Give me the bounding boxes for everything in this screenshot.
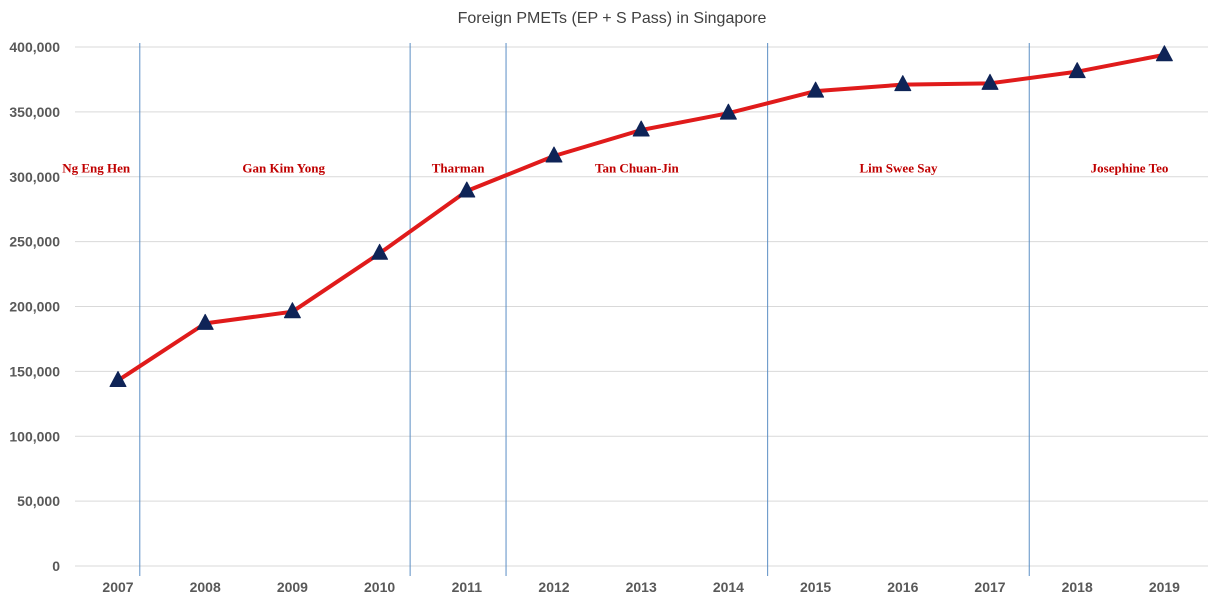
data-point-marker bbox=[109, 370, 127, 387]
y-tick-label: 100,000 bbox=[9, 428, 60, 444]
minister-label: Josephine Teo bbox=[1091, 161, 1169, 176]
data-point-marker bbox=[981, 73, 999, 90]
data-point-marker bbox=[458, 181, 476, 198]
data-point-marker bbox=[545, 146, 563, 163]
x-tick-label: 2015 bbox=[800, 579, 831, 595]
x-tick-label: 2018 bbox=[1062, 579, 1093, 595]
period-dividers bbox=[139, 43, 1030, 576]
x-tick-label: 2010 bbox=[364, 579, 395, 595]
y-tick-label: 300,000 bbox=[9, 169, 60, 185]
minister-annotations: Ng Eng Hen Gan Kim Yong Tharman Tan Chuan-J… bbox=[62, 161, 1168, 176]
x-tick-label: 2011 bbox=[452, 579, 483, 595]
data-point-marker bbox=[1068, 62, 1086, 79]
x-tick-label: 2013 bbox=[626, 579, 657, 595]
data-point-marker bbox=[632, 120, 650, 137]
minister-label: Tharman bbox=[432, 161, 486, 176]
y-tick-label: 350,000 bbox=[9, 104, 60, 120]
data-point-marker bbox=[196, 313, 214, 330]
y-tick-label: 0 bbox=[52, 558, 60, 574]
data-point-marker bbox=[1155, 45, 1173, 62]
y-tick-label: 50,000 bbox=[17, 493, 60, 509]
x-tick-label: 2016 bbox=[887, 579, 918, 595]
minister-label: Tan Chuan-Jin bbox=[595, 161, 679, 176]
minister-label: Gan Kim Yong bbox=[242, 161, 325, 176]
y-axis-tick-labels: 0 50,000 100,000 150,000 200,000 250,000 300,0… bbox=[9, 39, 60, 574]
data-point-marker bbox=[371, 243, 389, 260]
data-point-marker bbox=[807, 81, 825, 98]
x-tick-label: 2007 bbox=[102, 579, 133, 595]
y-tick-label: 400,000 bbox=[9, 39, 60, 55]
series-group bbox=[109, 45, 1173, 387]
x-tick-label: 2009 bbox=[277, 579, 308, 595]
x-tick-label: 2008 bbox=[190, 579, 221, 595]
gridlines bbox=[75, 46, 1208, 567]
chart-title: Foreign PMETs (EP + S Pass) in Singapore bbox=[458, 10, 767, 27]
data-point-marker bbox=[894, 75, 912, 92]
minister-label: Ng Eng Hen bbox=[62, 161, 131, 176]
y-tick-label: 150,000 bbox=[9, 363, 60, 379]
y-tick-label: 250,000 bbox=[9, 234, 60, 250]
x-tick-label: 2019 bbox=[1149, 579, 1180, 595]
data-point-marker bbox=[719, 103, 737, 120]
y-tick-label: 200,000 bbox=[9, 299, 60, 315]
x-tick-label: 2012 bbox=[538, 579, 569, 595]
x-tick-label: 2017 bbox=[974, 579, 1005, 595]
minister-label: Lim Swee Say bbox=[859, 161, 938, 176]
series-line bbox=[116, 52, 1165, 383]
x-tick-label: 2014 bbox=[713, 579, 744, 595]
x-axis-tick-labels: 2007 2008 2009 2010 2011 2012 2013 2014 2015 2016… bbox=[102, 579, 1180, 595]
data-point-marker bbox=[283, 302, 301, 319]
